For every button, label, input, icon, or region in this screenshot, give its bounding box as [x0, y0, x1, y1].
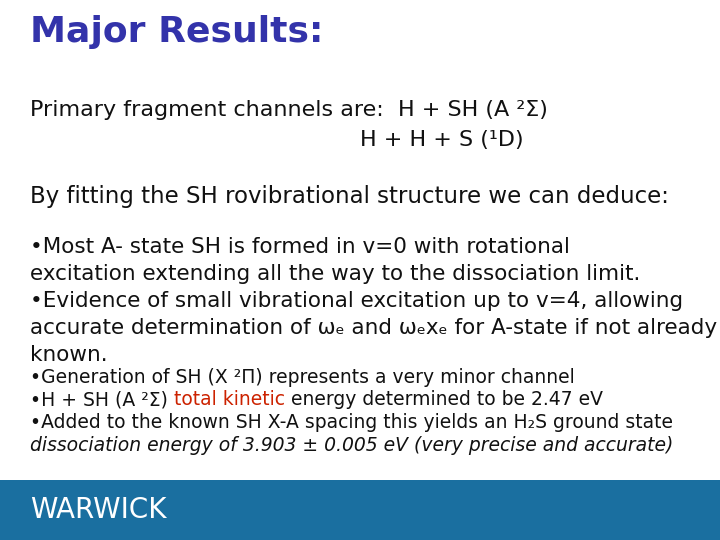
Text: known.: known. — [30, 345, 107, 365]
Text: •Added to the known SH X-A spacing this yields an H₂S ground state: •Added to the known SH X-A spacing this … — [30, 413, 673, 432]
Text: Major Results:: Major Results: — [30, 15, 323, 49]
Text: energy determined to be 2.47 eV: energy determined to be 2.47 eV — [285, 390, 603, 409]
Text: WARWICK: WARWICK — [30, 496, 166, 524]
Text: Primary fragment channels are:  H + SH (A ²Σ): Primary fragment channels are: H + SH (A… — [30, 100, 548, 120]
Text: •H + SH (A ²Σ): •H + SH (A ²Σ) — [30, 390, 174, 409]
Bar — [0, 480, 720, 540]
Text: accurate determination of ωₑ and ωₑxₑ for A-state if not already: accurate determination of ωₑ and ωₑxₑ fo… — [30, 318, 717, 338]
Text: •Most A- state SH is formed in v=0 with rotational: •Most A- state SH is formed in v=0 with … — [30, 237, 570, 257]
Text: •Generation of SH (X ²Π) represents a very minor channel: •Generation of SH (X ²Π) represents a ve… — [30, 368, 575, 387]
Text: total kinetic: total kinetic — [174, 390, 285, 409]
Text: dissociation energy of 3.903 ± 0.005 eV (very precise and accurate): dissociation energy of 3.903 ± 0.005 eV … — [30, 436, 673, 455]
Text: excitation extending all the way to the dissociation limit.: excitation extending all the way to the … — [30, 264, 640, 284]
Text: By fitting the SH rovibrational structure we can deduce:: By fitting the SH rovibrational structur… — [30, 185, 669, 208]
Text: •Evidence of small vibrational excitation up to v=4, allowing: •Evidence of small vibrational excitatio… — [30, 291, 683, 311]
Text: H + H + S (¹D): H + H + S (¹D) — [360, 130, 523, 150]
